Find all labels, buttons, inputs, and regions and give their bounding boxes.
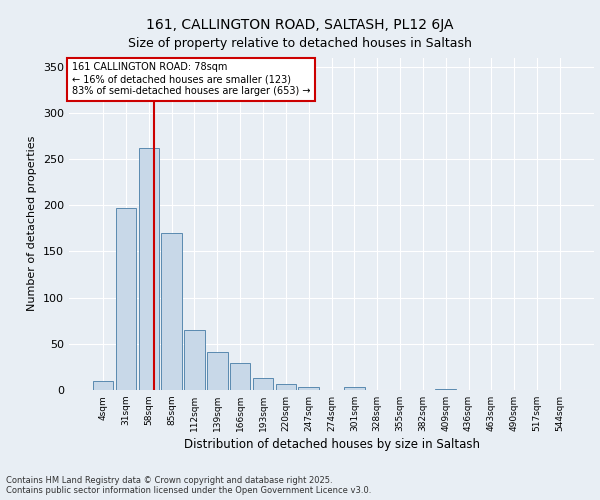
Y-axis label: Number of detached properties: Number of detached properties xyxy=(28,136,37,312)
Bar xyxy=(184,330,205,390)
Bar xyxy=(93,381,113,390)
Bar xyxy=(116,208,136,390)
Bar xyxy=(253,378,273,390)
Bar xyxy=(230,363,250,390)
Text: Size of property relative to detached houses in Saltash: Size of property relative to detached ho… xyxy=(128,38,472,51)
Bar xyxy=(275,384,296,390)
Text: 161, CALLINGTON ROAD, SALTASH, PL12 6JA: 161, CALLINGTON ROAD, SALTASH, PL12 6JA xyxy=(146,18,454,32)
Bar xyxy=(139,148,159,390)
Bar xyxy=(298,387,319,390)
Bar xyxy=(207,352,227,390)
X-axis label: Distribution of detached houses by size in Saltash: Distribution of detached houses by size … xyxy=(184,438,479,451)
Text: 161 CALLINGTON ROAD: 78sqm
← 16% of detached houses are smaller (123)
83% of sem: 161 CALLINGTON ROAD: 78sqm ← 16% of deta… xyxy=(71,62,310,96)
Text: Contains HM Land Registry data © Crown copyright and database right 2025.
Contai: Contains HM Land Registry data © Crown c… xyxy=(6,476,371,495)
Bar xyxy=(344,387,365,390)
Bar xyxy=(161,233,182,390)
Bar xyxy=(436,389,456,390)
